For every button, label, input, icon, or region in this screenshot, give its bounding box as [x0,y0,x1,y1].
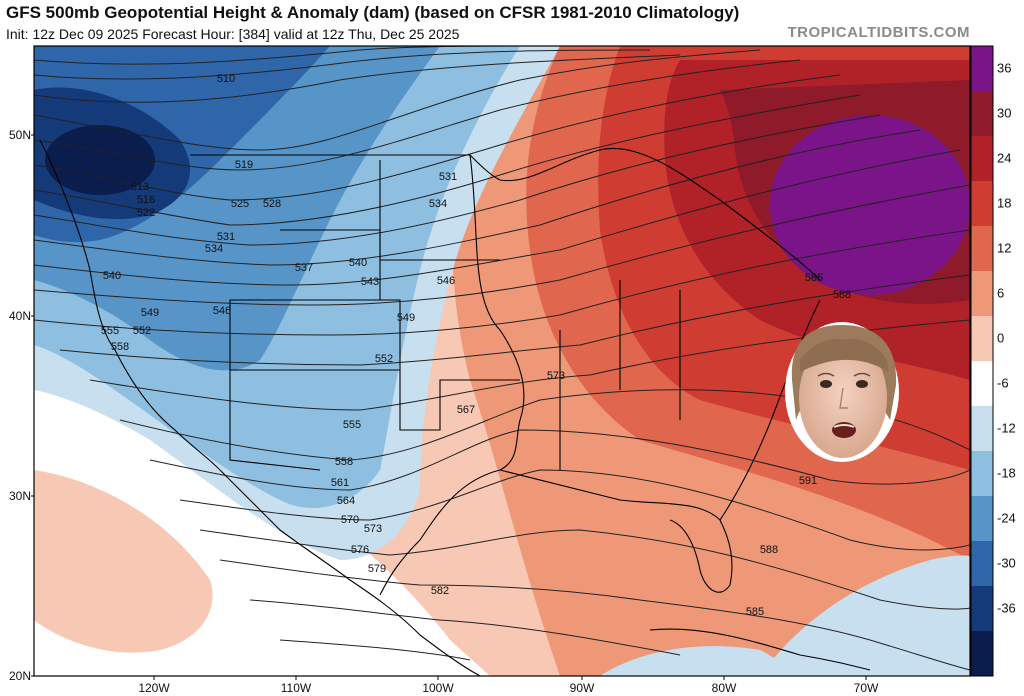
contour-label: 561 [331,477,349,489]
colorbar-swatch [971,451,993,497]
contour-label: 531 [439,171,457,183]
contour-label: 537 [295,262,313,274]
contour-label: 546 [213,305,231,317]
colorbar-label: -24 [997,511,1016,526]
contour-label: 513 [131,181,149,193]
colorbar-swatch [971,406,993,452]
colorbar-label: -18 [997,466,1016,481]
lon-label: 70W [854,681,879,695]
colorbar-border [970,45,994,677]
colorbar-swatch [971,226,993,272]
colorbar-label: -12 [997,421,1016,436]
contour-label: 552 [133,325,151,337]
contour-label: 522 [137,207,155,219]
lon-label: 110W [281,681,312,695]
lon-label: 120W [138,681,170,695]
contour-label: 540 [349,257,367,269]
colorbar-swatch [971,496,993,542]
colorbar: 36 30 24 18 12 6 0 -6 -12 -18 -24 -30 -36 [970,45,1016,677]
contour-label: 585 [746,606,764,618]
contour-label: 576 [351,544,369,556]
contour-label: 573 [547,370,565,382]
contour-label: 558 [335,456,353,468]
contour-label: 540 [103,270,121,282]
contour-label: 534 [429,198,447,210]
contour-label: 579 [368,563,386,575]
contour-label: 567 [457,404,475,416]
contour-label: 570 [341,514,359,526]
lat-label: 30N [9,489,31,503]
contour-label: 564 [337,495,355,507]
colorbar-swatch [971,91,993,137]
lon-label: 90W [570,681,595,695]
colorbar-label: 24 [997,151,1011,166]
contour-label: 519 [235,159,253,171]
latitude-labels: 50N 40N 30N 20N [9,128,31,683]
contour-label: 582 [431,585,449,597]
chart-subtitle: Init: 12z Dec 09 2025 Forecast Hour: [38… [6,26,460,42]
colorbar-swatch [971,46,993,92]
contour-label: 534 [205,243,223,255]
colorbar-swatch [971,136,993,182]
colorbar-swatch [971,361,993,407]
contour-label: 585 [805,272,823,284]
contour-label: 546 [437,275,455,287]
colorbar-swatch [971,316,993,362]
colorbar-label: 6 [997,286,1004,301]
lat-label: 50N [9,128,31,142]
contour-label: 525 [231,198,249,210]
colorbar-label: 12 [997,241,1011,256]
contour-label-group: 510 519 513 516 522 525 528 531 534 531 … [101,73,851,618]
contour-label: 555 [101,325,119,337]
lon-ticks [153,676,867,680]
contour-label: 516 [137,194,155,206]
contour-label: 510 [217,73,235,85]
coastlines-borders [39,139,871,676]
contour-label: 558 [111,341,129,353]
lon-label: 80W [712,681,737,695]
face-sticker [785,322,899,462]
site-watermark: TROPICALTIDBITS.COM [787,24,970,41]
lon-label: 100W [422,681,454,695]
contour-label: 573 [364,523,382,535]
contour-label: 588 [833,289,851,301]
contour-label: 543 [361,276,379,288]
contour-label: 552 [375,353,393,365]
contour-label: 549 [141,307,159,319]
colorbar-swatch [971,631,993,677]
colorbar-label: 18 [997,196,1011,211]
contour-label: 591 [799,475,817,487]
contour-label: 528 [263,198,281,210]
lat-label: 40N [9,309,31,323]
colorbar-swatch [971,541,993,587]
colorbar-label: -36 [997,601,1016,616]
colorbar-swatch [971,181,993,227]
contour-label: 549 [397,312,415,324]
colorbar-label: 30 [997,106,1011,121]
contour-label: 531 [217,231,235,243]
chart-header: GFS 500mb Geopotential Height & Anomaly … [0,0,1024,46]
lat-label: 20N [9,669,31,683]
lat-ticks [31,134,34,677]
contour-label: 555 [343,419,361,431]
longitude-labels: 120W 110W 100W 90W 80W 70W [138,681,879,695]
colorbar-label: 0 [997,331,1004,346]
colorbar-label: -6 [997,376,1009,391]
colorbar-swatch [971,271,993,317]
colorbar-swatch [971,586,993,632]
contour-label: 588 [760,544,778,556]
map-frame [33,45,971,677]
colorbar-label: 36 [997,61,1011,76]
colorbar-label: -30 [997,556,1016,571]
chart-title: GFS 500mb Geopotential Height & Anomaly … [6,3,740,22]
